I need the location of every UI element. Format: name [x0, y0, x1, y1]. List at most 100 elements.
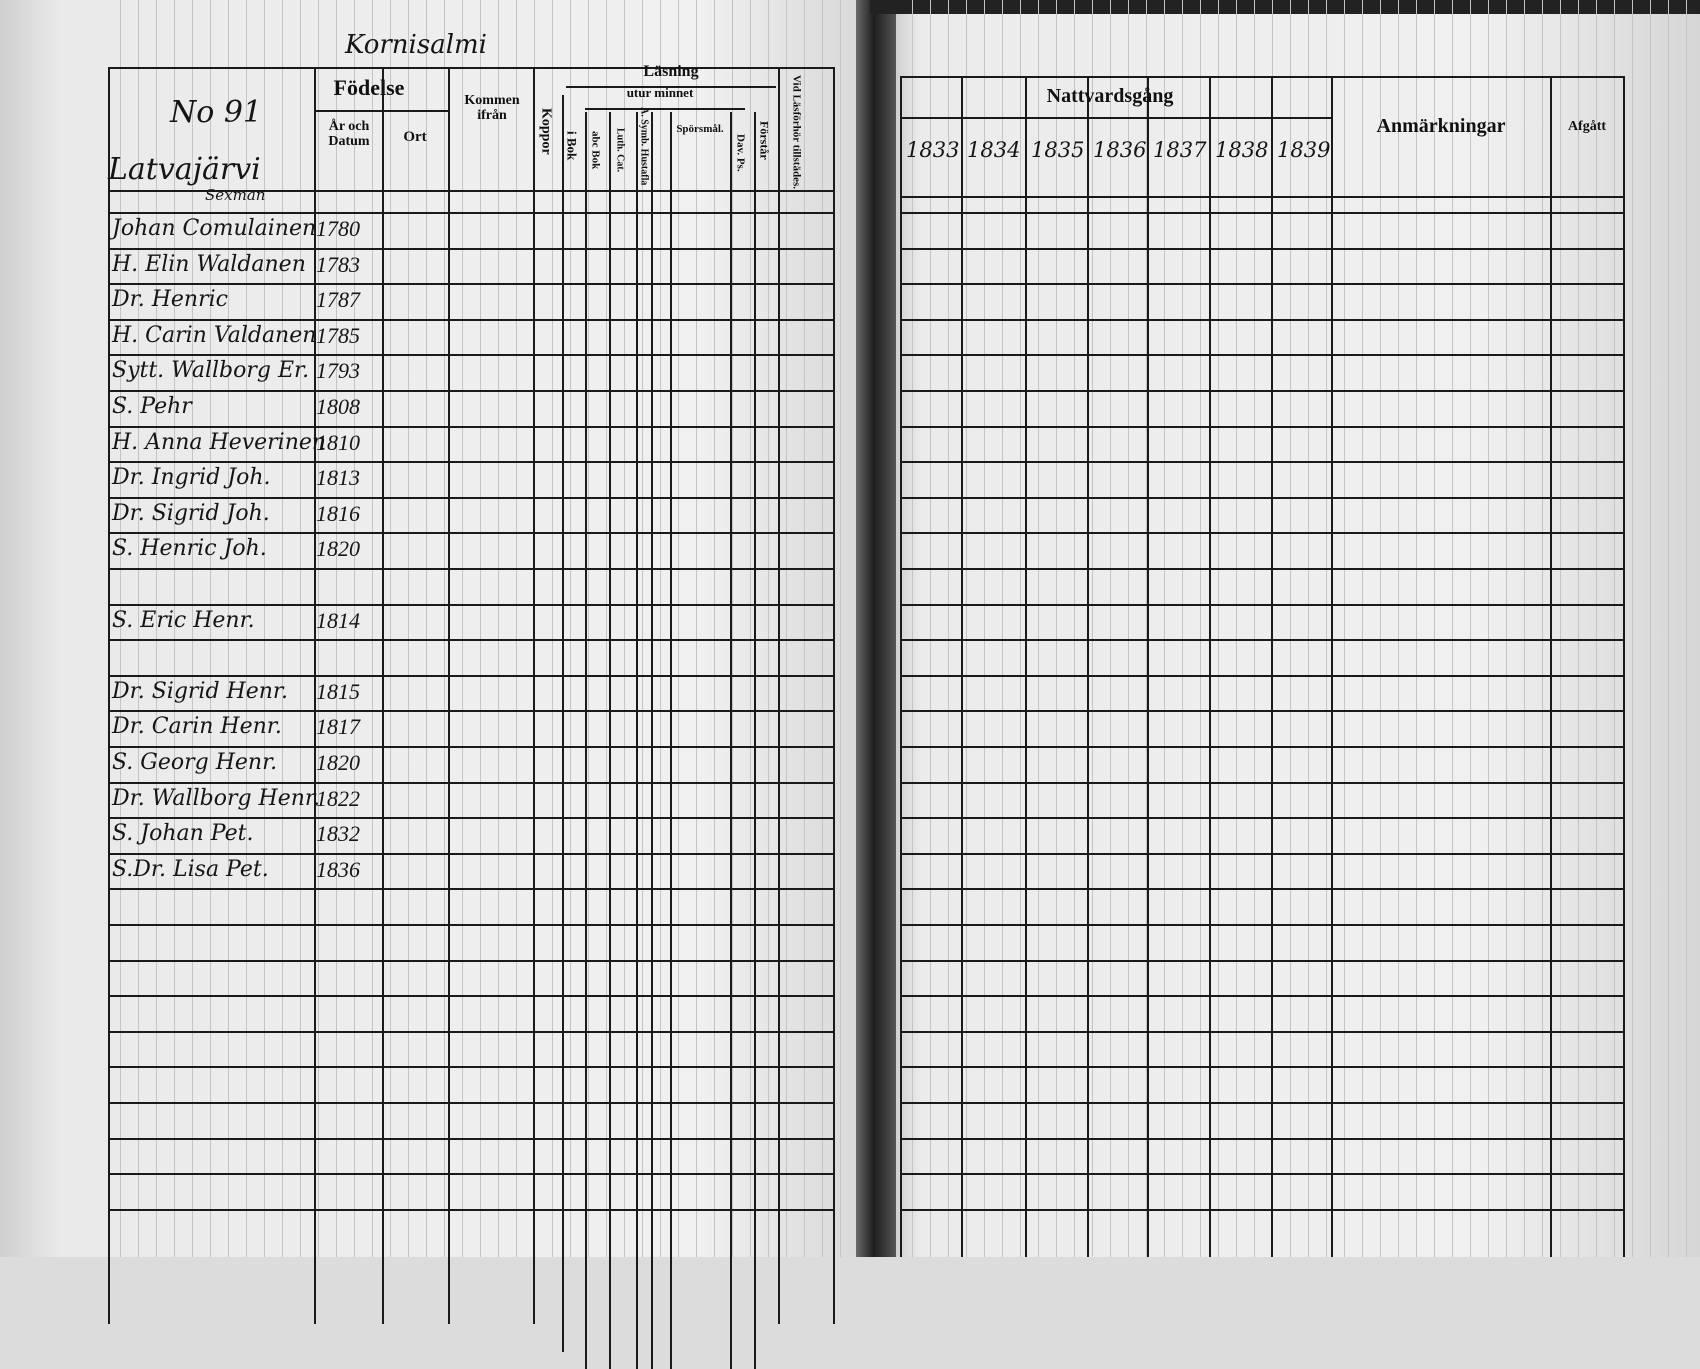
- reading-subheader-rule: [566, 86, 776, 88]
- header-bottom-rule: [900, 196, 1623, 198]
- ruling-line: [1560, 0, 1561, 1257]
- communion-year-1834: 1834: [967, 138, 1021, 162]
- ruling-line: [552, 0, 553, 1257]
- header-abc-book: abc Bok: [589, 130, 602, 170]
- header-questions: Spörsmål.: [676, 123, 724, 135]
- row-rule: [108, 675, 833, 677]
- ruling-line: [768, 0, 769, 1257]
- row-rule: [108, 354, 833, 356]
- ruling-line: [966, 0, 967, 1257]
- birth-year: 1783: [316, 252, 360, 277]
- ruling-line: [1614, 0, 1615, 1257]
- ruling-line: [984, 0, 985, 1257]
- row-rule: [900, 995, 1623, 997]
- row-rule: [108, 426, 833, 428]
- ruling-line: [462, 0, 463, 1257]
- row-rule: [900, 1031, 1623, 1033]
- row-rule: [900, 1209, 1623, 1211]
- header-luth-cat: Luth. Cat.: [614, 127, 626, 173]
- column-rule: [778, 67, 780, 1324]
- ruling-line: [1506, 0, 1507, 1257]
- row-rule: [900, 283, 1623, 285]
- row-rule: [900, 426, 1623, 428]
- ruling-line: [696, 0, 697, 1257]
- column-rule: [1147, 76, 1149, 1257]
- header-top-rule: [108, 67, 833, 69]
- ruling-line: [1038, 0, 1039, 1257]
- row-rule: [900, 1066, 1623, 1068]
- person-name: Dr. Carin Henr.: [112, 714, 282, 739]
- ruling-line: [336, 0, 337, 1257]
- row-rule: [108, 568, 833, 570]
- person-name: S.Dr. Lisa Pet.: [112, 857, 269, 882]
- ruling-line: [1578, 0, 1579, 1257]
- ruling-line: [948, 0, 949, 1257]
- column-rule: [833, 67, 835, 1324]
- ruling-line: [1524, 0, 1525, 1257]
- ruling-line: [1452, 0, 1453, 1257]
- ruling-line: [1380, 0, 1381, 1257]
- ruling-line: [1344, 0, 1345, 1257]
- row-rule: [108, 248, 833, 250]
- household-number: No 91: [170, 95, 263, 130]
- ruling-line: [300, 0, 301, 1257]
- person-name: H. Anna Heverinen: [112, 430, 327, 455]
- ruling-line: [1182, 0, 1183, 1257]
- column-rule: [900, 76, 902, 1257]
- column-rule: [670, 112, 672, 1369]
- row-rule: [900, 568, 1623, 570]
- ruling-line: [1254, 0, 1255, 1257]
- birth-year: 1820: [316, 536, 360, 561]
- row-rule: [900, 960, 1623, 962]
- row-rule: [108, 924, 833, 926]
- ruling-line: [264, 0, 265, 1257]
- header-birth: Födelse: [333, 75, 405, 100]
- column-rule: [961, 76, 963, 1257]
- row-rule: [108, 390, 833, 392]
- row-rule: [108, 212, 833, 214]
- ruling-line: [1398, 0, 1399, 1257]
- column-rule: [1271, 76, 1273, 1257]
- person-name: Dr. Wallborg Henr.: [112, 786, 321, 811]
- row-rule: [108, 817, 833, 819]
- row-rule: [900, 1173, 1623, 1175]
- row-rule: [108, 1209, 833, 1211]
- ruling-line: [1290, 0, 1291, 1257]
- column-rule: [448, 67, 450, 1324]
- ruling-line: [822, 0, 823, 1257]
- ruling-line: [174, 0, 175, 1257]
- communion-year-1833: 1833: [906, 138, 960, 162]
- ruling-line: [1470, 0, 1471, 1257]
- header-bottom-rule: [108, 190, 833, 192]
- person-name: S. Eric Henr.: [112, 608, 255, 633]
- header-communion: Nattvardsgång: [1046, 85, 1174, 107]
- row-rule: [900, 1102, 1623, 1104]
- ruling-line: [1686, 0, 1687, 1257]
- column-rule: [533, 67, 535, 1324]
- row-rule: [900, 319, 1623, 321]
- column-rule: [1623, 76, 1625, 1257]
- ruling-line: [570, 0, 571, 1257]
- row-rule: [108, 995, 833, 997]
- person-name: S. Pehr: [112, 394, 192, 419]
- ruling-line: [444, 0, 445, 1257]
- header-smallpox: Koppor: [538, 107, 554, 155]
- ruling-line: [588, 0, 589, 1257]
- birth-year: 1817: [316, 714, 360, 739]
- row-rule: [108, 782, 833, 784]
- header-symb-hustafla: A. Symb. Hustafla: [638, 106, 650, 186]
- ruling-line: [1434, 0, 1435, 1257]
- birth-year: 1780: [316, 216, 360, 241]
- column-rule: [382, 67, 384, 1324]
- birth-year: 1816: [316, 501, 360, 526]
- ruling-line: [930, 0, 931, 1257]
- ruling-line: [192, 0, 193, 1257]
- communion-subheader-rule: [900, 117, 1331, 119]
- row-rule: [900, 888, 1623, 890]
- ruling-line: [1110, 0, 1111, 1257]
- row-rule: [108, 461, 833, 463]
- ruling-line: [1596, 0, 1597, 1257]
- birth-subheader-rule: [314, 110, 448, 112]
- ruling-line: [1362, 0, 1363, 1257]
- header-dav-ps: Dav. Ps.: [734, 134, 747, 172]
